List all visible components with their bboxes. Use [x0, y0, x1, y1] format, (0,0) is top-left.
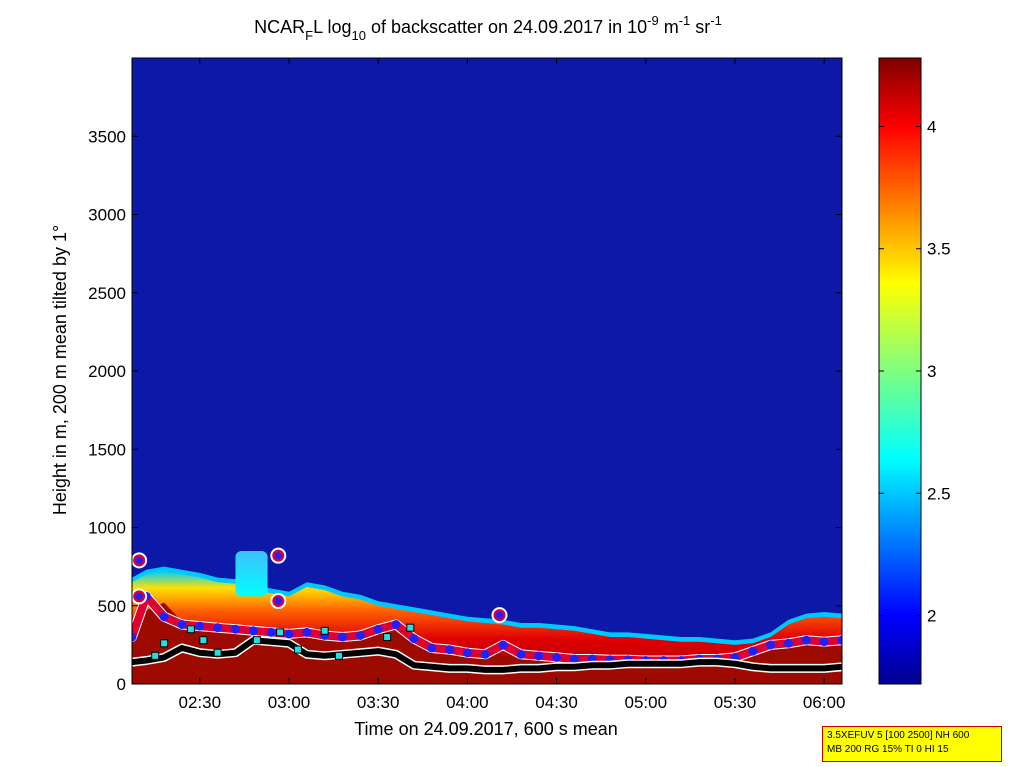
marked-layer-point — [801, 635, 811, 645]
cyan-marker — [252, 636, 261, 645]
x-tick-label: 03:00 — [268, 693, 311, 712]
marked-layer-point — [284, 629, 294, 639]
x-tick-label: 04:30 — [535, 693, 578, 712]
isolated-marker-core — [274, 552, 282, 560]
marked-layer-point — [302, 627, 312, 637]
marked-layer-point — [552, 652, 562, 662]
cyan-marker — [213, 648, 222, 657]
x-tick-label: 05:00 — [624, 693, 667, 712]
marked-layer-point — [159, 612, 169, 622]
marked-layer-point — [498, 640, 508, 650]
x-tick-label: 06:00 — [803, 693, 846, 712]
colorbar-axis: 2 2.5 3 3.5 4 — [879, 117, 951, 626]
marked-layer-point — [480, 649, 490, 659]
backscatter-heatmap — [132, 547, 842, 684]
isolated-marker-core — [135, 556, 143, 564]
info-line-2: MB 200 RG 15% TI 0 HI 15 — [827, 744, 949, 755]
marked-layer-point — [338, 632, 348, 642]
colorbar — [878, 57, 922, 685]
marked-layer-point — [355, 630, 365, 640]
marked-layer-point — [837, 635, 842, 645]
y-tick-label: 3000 — [88, 206, 126, 225]
colorbar-tick-label: 3 — [927, 362, 936, 381]
cyan-marker — [199, 636, 208, 645]
marked-layer-point — [427, 643, 437, 653]
y-tick-label: 2000 — [88, 362, 126, 381]
marked-layer-point — [230, 624, 240, 634]
y-axis-label: Height in m, 200 m mean tilted by 1° — [50, 225, 70, 515]
marked-layer-point — [783, 638, 793, 648]
x-axis: 02:30 03:00 03:30 04:00 04:30 05:00 05:30 06:00 — [179, 58, 846, 712]
colorbar-tick-label: 2 — [927, 607, 936, 626]
colorbar-tick-label: 4 — [927, 117, 936, 136]
x-axis-label: Time on 24.09.2017, 600 s mean — [354, 719, 618, 739]
y-tick-label: 3500 — [88, 127, 126, 146]
processing-info-box: 3.5XEFUV 5 [100 2500] NH 600 MB 200 RG 1… — [822, 726, 1002, 762]
cyan-marker — [276, 628, 285, 637]
marked-layer-point — [445, 645, 455, 655]
y-tick-label: 2500 — [88, 284, 126, 303]
marked-layer-point — [766, 640, 776, 650]
marked-layer-point — [132, 632, 137, 642]
marked-layer-point — [569, 654, 579, 664]
y-tick-label: 0 — [117, 675, 126, 694]
marked-layer-point — [534, 651, 544, 661]
info-line-1: 3.5XEFUV 5 [100 2500] NH 600 — [827, 730, 970, 741]
marked-layer-point — [516, 649, 526, 659]
cyan-marker — [151, 651, 160, 660]
marked-layer-point — [462, 648, 472, 658]
isolated-marker-core — [495, 611, 503, 619]
y-tick-label: 1000 — [88, 519, 126, 538]
cyan-marker — [334, 651, 343, 660]
cyan-marker — [293, 645, 302, 654]
low-layer-line — [132, 637, 842, 673]
marked-layer-point — [266, 627, 276, 637]
colorbar-tick-label: 2.5 — [927, 484, 951, 503]
marked-layer-point — [391, 620, 401, 630]
cyan-marker — [186, 625, 195, 634]
isolated-marker-core — [135, 592, 143, 600]
x-tick-label: 04:00 — [446, 693, 489, 712]
x-tick-label: 05:30 — [714, 693, 757, 712]
cyan-marker — [406, 623, 415, 632]
y-axis: 0 500 1000 1500 2000 2500 3000 3500 — [88, 127, 842, 694]
cyan-marker — [320, 626, 329, 635]
marked-layer-point — [819, 637, 829, 647]
cyan-marker — [160, 639, 169, 648]
y-tick-label: 500 — [98, 597, 126, 616]
isolated-marker-core — [274, 597, 282, 605]
x-tick-label: 02:30 — [179, 693, 222, 712]
marked-layer-point — [409, 634, 419, 644]
y-tick-label: 1500 — [88, 440, 126, 459]
smoke-plume — [235, 550, 268, 597]
marked-layer-point — [248, 626, 258, 636]
marked-layer-point — [373, 624, 383, 634]
marked-layer-point — [748, 646, 758, 656]
marked-layer-point — [177, 620, 187, 630]
x-tick-label: 03:30 — [357, 693, 400, 712]
marked-layer-point — [195, 621, 205, 631]
colorbar-tick-label: 3.5 — [927, 240, 951, 259]
cyan-marker — [383, 633, 392, 642]
chart-title: NCARFL log10 of backscatter on 24.09.201… — [254, 13, 722, 43]
marked-layer-point — [213, 623, 223, 633]
